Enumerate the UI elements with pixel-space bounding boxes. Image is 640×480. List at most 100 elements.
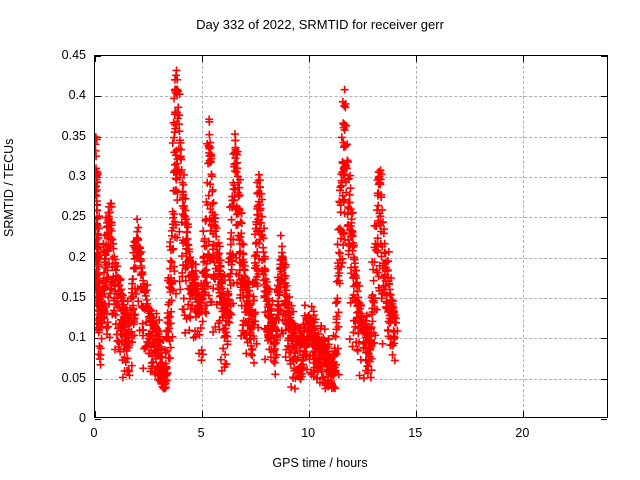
scatter-marker bbox=[115, 289, 124, 298]
scatter-marker bbox=[209, 198, 218, 207]
scatter-marker bbox=[296, 324, 305, 333]
scatter-marker bbox=[161, 379, 170, 388]
scatter-marker bbox=[212, 245, 221, 254]
scatter-marker bbox=[237, 219, 246, 228]
scatter-marker bbox=[103, 230, 112, 239]
scatter-marker bbox=[266, 313, 275, 322]
scatter-marker bbox=[165, 242, 174, 251]
scatter-marker bbox=[274, 315, 283, 324]
scatter-marker bbox=[95, 286, 103, 295]
scatter-marker bbox=[260, 254, 269, 263]
scatter-marker bbox=[348, 342, 357, 351]
x-axis-tick-top bbox=[95, 56, 96, 62]
scatter-marker bbox=[329, 382, 338, 391]
scatter-marker bbox=[359, 326, 368, 335]
scatter-marker bbox=[148, 318, 157, 327]
scatter-marker bbox=[173, 155, 182, 164]
scatter-marker bbox=[375, 178, 384, 187]
scatter-marker bbox=[152, 309, 161, 318]
scatter-marker bbox=[95, 146, 100, 155]
scatter-marker bbox=[229, 279, 238, 288]
scatter-marker bbox=[220, 324, 229, 333]
scatter-marker bbox=[95, 271, 101, 280]
scatter-marker bbox=[134, 248, 143, 257]
scatter-marker bbox=[229, 201, 237, 210]
scatter-marker bbox=[375, 209, 384, 218]
scatter-marker bbox=[215, 266, 224, 275]
scatter-marker bbox=[166, 246, 175, 255]
scatter-marker bbox=[300, 301, 309, 310]
scatter-marker bbox=[353, 302, 362, 311]
scatter-marker bbox=[235, 206, 244, 215]
scatter-marker bbox=[374, 283, 383, 292]
scatter-marker bbox=[283, 298, 292, 307]
scatter-marker bbox=[95, 240, 101, 249]
y-tick-label: 0.15 bbox=[61, 290, 86, 304]
scatter-marker bbox=[151, 346, 160, 355]
y-axis-tick bbox=[95, 136, 101, 138]
scatter-marker bbox=[156, 338, 165, 347]
scatter-marker bbox=[260, 267, 269, 276]
scatter-marker bbox=[230, 160, 239, 169]
scatter-marker bbox=[281, 311, 290, 320]
scatter-marker bbox=[251, 258, 259, 267]
scatter-marker bbox=[323, 342, 332, 351]
scatter-marker bbox=[346, 221, 355, 230]
scatter-marker bbox=[376, 240, 385, 248]
scatter-marker bbox=[162, 347, 171, 356]
scatter-marker bbox=[178, 268, 187, 277]
scatter-marker bbox=[155, 365, 164, 374]
scatter-marker bbox=[95, 225, 100, 234]
scatter-marker bbox=[177, 155, 186, 164]
scatter-marker bbox=[143, 305, 152, 314]
scatter-marker bbox=[260, 224, 269, 233]
scatter-marker bbox=[163, 318, 172, 327]
scatter-marker bbox=[293, 355, 301, 364]
scatter-marker bbox=[324, 340, 333, 349]
scatter-marker bbox=[118, 356, 127, 365]
scatter-marker bbox=[132, 234, 141, 243]
scatter-marker bbox=[239, 316, 248, 325]
scatter-marker bbox=[120, 367, 129, 375]
scatter-marker bbox=[100, 231, 109, 240]
scatter-marker bbox=[103, 223, 112, 232]
scatter-marker bbox=[354, 301, 363, 310]
scatter-marker bbox=[99, 240, 108, 249]
scatter-marker bbox=[116, 315, 125, 324]
scatter-marker bbox=[121, 335, 130, 344]
scatter-marker bbox=[295, 346, 304, 355]
scatter-marker bbox=[124, 316, 133, 325]
scatter-marker bbox=[336, 198, 344, 207]
scatter-marker bbox=[335, 224, 344, 233]
scatter-marker bbox=[373, 206, 382, 215]
scatter-marker bbox=[284, 303, 293, 312]
scatter-marker bbox=[104, 214, 113, 223]
scatter-marker bbox=[251, 308, 260, 317]
scatter-marker bbox=[95, 229, 102, 238]
scatter-marker bbox=[210, 221, 219, 229]
scatter-marker bbox=[149, 338, 158, 347]
scatter-marker bbox=[129, 304, 138, 313]
scatter-marker bbox=[247, 342, 256, 350]
scatter-marker bbox=[215, 267, 224, 276]
scatter-marker bbox=[261, 287, 270, 296]
scatter-marker bbox=[382, 304, 391, 312]
scatter-marker bbox=[176, 152, 185, 161]
scatter-marker bbox=[124, 320, 133, 329]
scatter-marker bbox=[185, 254, 194, 263]
scatter-marker bbox=[102, 231, 111, 240]
scatter-marker bbox=[286, 348, 295, 357]
scatter-marker bbox=[281, 272, 290, 280]
scatter-marker bbox=[365, 336, 374, 344]
scatter-marker bbox=[236, 283, 245, 292]
scatter-marker bbox=[237, 278, 246, 287]
scatter-marker bbox=[338, 168, 347, 177]
scatter-marker bbox=[129, 248, 138, 257]
scatter-marker bbox=[111, 345, 120, 354]
scatter-marker bbox=[95, 281, 100, 290]
scatter-marker bbox=[161, 346, 169, 355]
scatter-marker bbox=[260, 324, 269, 333]
scatter-marker bbox=[207, 298, 216, 307]
scatter-marker bbox=[345, 190, 354, 199]
scatter-marker bbox=[211, 227, 220, 236]
